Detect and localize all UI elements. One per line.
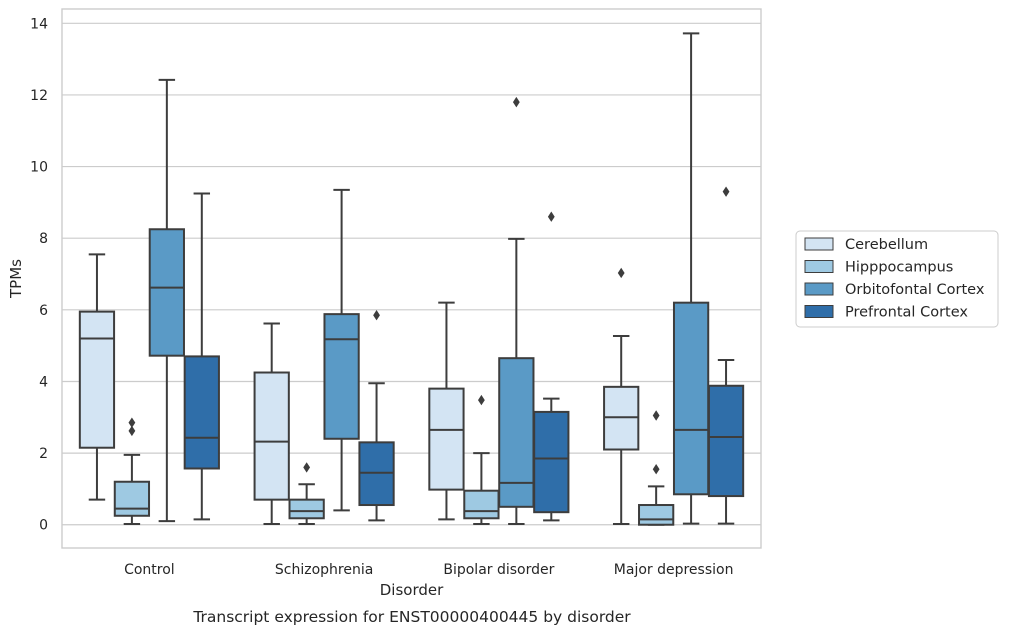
y-tick-label: 4 bbox=[39, 374, 48, 390]
outlier-point bbox=[128, 417, 136, 428]
legend: Cerebellum Hipppocampus Orbitofontal Corte… bbox=[795, 230, 999, 328]
outlier-point bbox=[478, 394, 485, 406]
box-cerebellum bbox=[603, 267, 640, 526]
iqr-box bbox=[288, 498, 325, 520]
iqr-box bbox=[428, 387, 465, 491]
legend-swatch bbox=[804, 260, 834, 273]
y-tick-label: 10 bbox=[30, 160, 48, 176]
outlier-point bbox=[652, 410, 660, 421]
legend-label: Prefrontal Cortex bbox=[845, 305, 968, 321]
box-cerebellum bbox=[428, 301, 465, 521]
x-tick-label: Bipolar disorder bbox=[443, 562, 554, 578]
iqr-box bbox=[113, 480, 151, 517]
outlier-point bbox=[722, 186, 730, 197]
box-hipppocampus bbox=[463, 394, 500, 526]
iqr-box bbox=[78, 310, 116, 449]
legend-swatch bbox=[804, 282, 834, 296]
box-orbitofontal-cortex bbox=[148, 78, 185, 523]
box-orbitofontal-cortex bbox=[498, 96, 535, 526]
iqr-box bbox=[707, 384, 745, 498]
legend-frame bbox=[795, 230, 999, 328]
box-hipppocampus bbox=[113, 417, 151, 526]
iqr-box bbox=[672, 301, 710, 496]
box-prefrontal-cortex bbox=[358, 310, 395, 522]
y-tick-label: 8 bbox=[39, 231, 48, 247]
iqr-box bbox=[638, 504, 675, 526]
iqr-box bbox=[533, 410, 570, 514]
box-orbitofontal-cortex bbox=[323, 188, 360, 512]
legend-swatch bbox=[804, 237, 834, 251]
legend-label: Cerebellum bbox=[845, 237, 928, 253]
iqr-box bbox=[183, 355, 220, 470]
y-tick-label: 14 bbox=[30, 16, 48, 32]
outlier-point bbox=[547, 211, 555, 222]
box-hipppocampus bbox=[638, 410, 675, 526]
y-axis-label: TPMs bbox=[7, 259, 25, 299]
legend-label: Hipppocampus bbox=[845, 260, 953, 276]
x-tick-label: Control bbox=[124, 562, 175, 578]
box-cerebellum bbox=[78, 253, 116, 501]
outlier-point bbox=[617, 267, 625, 279]
x-tick-label: Major depression bbox=[614, 562, 734, 578]
iqr-box bbox=[323, 313, 360, 440]
box-hipppocampus bbox=[288, 462, 325, 526]
y-tick-labels: 0 2 4 6 8 10 12 14 bbox=[30, 16, 48, 533]
outlier-point bbox=[303, 462, 311, 473]
plot-frame bbox=[61, 8, 762, 549]
iqr-box bbox=[463, 489, 500, 520]
figure-caption: Transcript expression for ENST0000040044… bbox=[192, 608, 631, 626]
legend-label: Orbitofontal Cortex bbox=[845, 282, 985, 298]
outlier-point bbox=[512, 96, 520, 108]
y-tick-label: 2 bbox=[39, 446, 48, 462]
outlier-point bbox=[128, 425, 136, 437]
x-tick-label: Schizophrenia bbox=[275, 562, 373, 578]
legend-swatch bbox=[804, 305, 834, 318]
box-plot-marks bbox=[78, 32, 745, 526]
iqr-box bbox=[253, 371, 290, 501]
box-cerebellum bbox=[253, 322, 290, 526]
box-prefrontal-cortex bbox=[533, 211, 570, 522]
box-orbitofontal-cortex bbox=[672, 32, 710, 525]
iqr-box bbox=[148, 228, 185, 357]
iqr-box bbox=[498, 357, 535, 508]
box-prefrontal-cortex bbox=[183, 192, 220, 521]
outlier-point bbox=[652, 464, 660, 475]
outlier-point bbox=[373, 310, 380, 321]
y-tick-label: 0 bbox=[39, 518, 48, 534]
box-prefrontal-cortex bbox=[707, 186, 745, 525]
y-tick-label: 6 bbox=[39, 303, 48, 319]
x-axis-label: Disorder bbox=[380, 581, 444, 599]
y-tick-label: 12 bbox=[30, 88, 48, 104]
x-tick-labels: Control Schizophrenia Bipolar disorder Majo… bbox=[124, 562, 733, 578]
